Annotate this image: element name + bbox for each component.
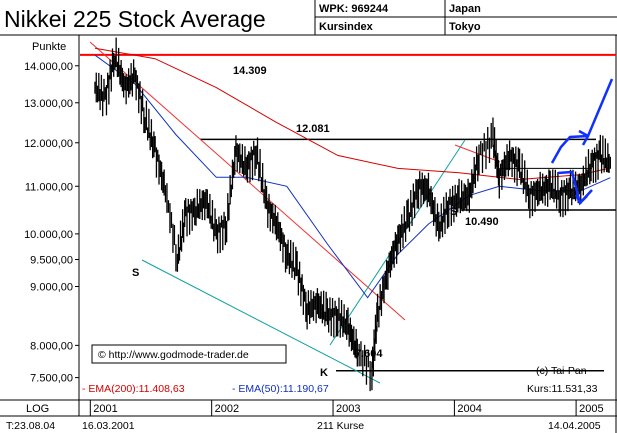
legend-ema200: - EMA(200):11.408,63: [82, 383, 185, 395]
ema-line: [94, 47, 611, 181]
y-tick-label: 11.000,00: [25, 181, 73, 193]
y-tick-label: 9.500,00: [30, 254, 73, 266]
url-label: © http://www.godmode-trader.de: [98, 349, 249, 361]
end-date-label: 14.04.2005: [548, 420, 601, 432]
ref-label-10490: 10.490: [465, 216, 499, 228]
x-tick-label: 2004: [457, 403, 481, 415]
ref-label-7604: 7.604: [355, 348, 383, 360]
y-tick-label: 10.000,00: [24, 229, 73, 241]
ema-line: [94, 54, 611, 299]
chart-title: Nikkei 225 Stock Average: [4, 6, 266, 32]
count-label: 211 Kurse: [317, 420, 364, 432]
copyright-label: (c) Tai-Pan: [536, 365, 587, 377]
country-label: Japan: [449, 3, 481, 15]
y-tick-label: 14.000,00: [24, 61, 73, 73]
x-tick-label: 2003: [336, 403, 360, 415]
legend-ema50: - EMA(50):11.190,67: [232, 383, 329, 395]
shoulder-label-left: S: [132, 267, 139, 279]
wpk-label: WPK: 969244: [319, 3, 389, 15]
index-type-label: Kursindex: [319, 21, 374, 33]
y-tick-label: 9.000,00: [30, 282, 73, 294]
projection-arrows: [550, 78, 614, 206]
y-tick-label: 8.000,00: [30, 340, 73, 352]
y-axis-label: Punkte: [32, 41, 66, 53]
ema-lines: [94, 47, 611, 299]
trendline-down-cyan: [141, 259, 381, 384]
t-date-label: T:23.08.04: [6, 420, 55, 432]
x-tick-label: 2005: [579, 403, 603, 415]
x-axis-mode-label: LOG: [26, 403, 49, 415]
trendline-resistance-red: [454, 144, 501, 163]
x-tick-label: 2001: [93, 403, 117, 415]
price-bars: [94, 37, 611, 392]
y-tick-label: 7.500,00: [30, 373, 73, 385]
x-axis: 2001 2002 2003 2004 2005: [78, 400, 604, 416]
y-tick-label: 12.000,00: [24, 138, 73, 150]
kurs-label: Kurs:11.531,33: [527, 383, 598, 395]
up-arrow-head: [578, 129, 590, 146]
start-date-label: 16.03.2001: [82, 420, 135, 432]
shoulder-label-right: S: [450, 206, 457, 218]
url-box: [91, 344, 287, 364]
reference-lines: [80, 53, 616, 372]
head-label: K: [320, 367, 328, 379]
ref-label-14309: 14.309: [233, 65, 267, 77]
y-tick-label: 13.000,00: [24, 98, 73, 110]
down-arrow-head: [574, 194, 588, 206]
city-label: Tokyo: [449, 21, 481, 33]
y-axis: 7.500,00 8.000,00 9.000,00 9.500,00 10.000,0…: [24, 61, 79, 385]
x-tick-label: 2002: [215, 403, 239, 415]
up-arrow-path: [550, 78, 614, 164]
ref-label-12081: 12.081: [296, 123, 330, 135]
